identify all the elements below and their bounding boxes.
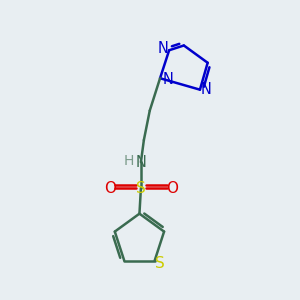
Text: N: N xyxy=(136,155,146,170)
Text: S: S xyxy=(136,181,146,196)
Text: H: H xyxy=(124,154,134,168)
Text: O: O xyxy=(166,181,178,196)
Text: N: N xyxy=(158,41,169,56)
Text: N: N xyxy=(201,82,212,97)
Text: O: O xyxy=(104,181,116,196)
Text: S: S xyxy=(155,256,165,271)
Text: N: N xyxy=(163,72,174,87)
